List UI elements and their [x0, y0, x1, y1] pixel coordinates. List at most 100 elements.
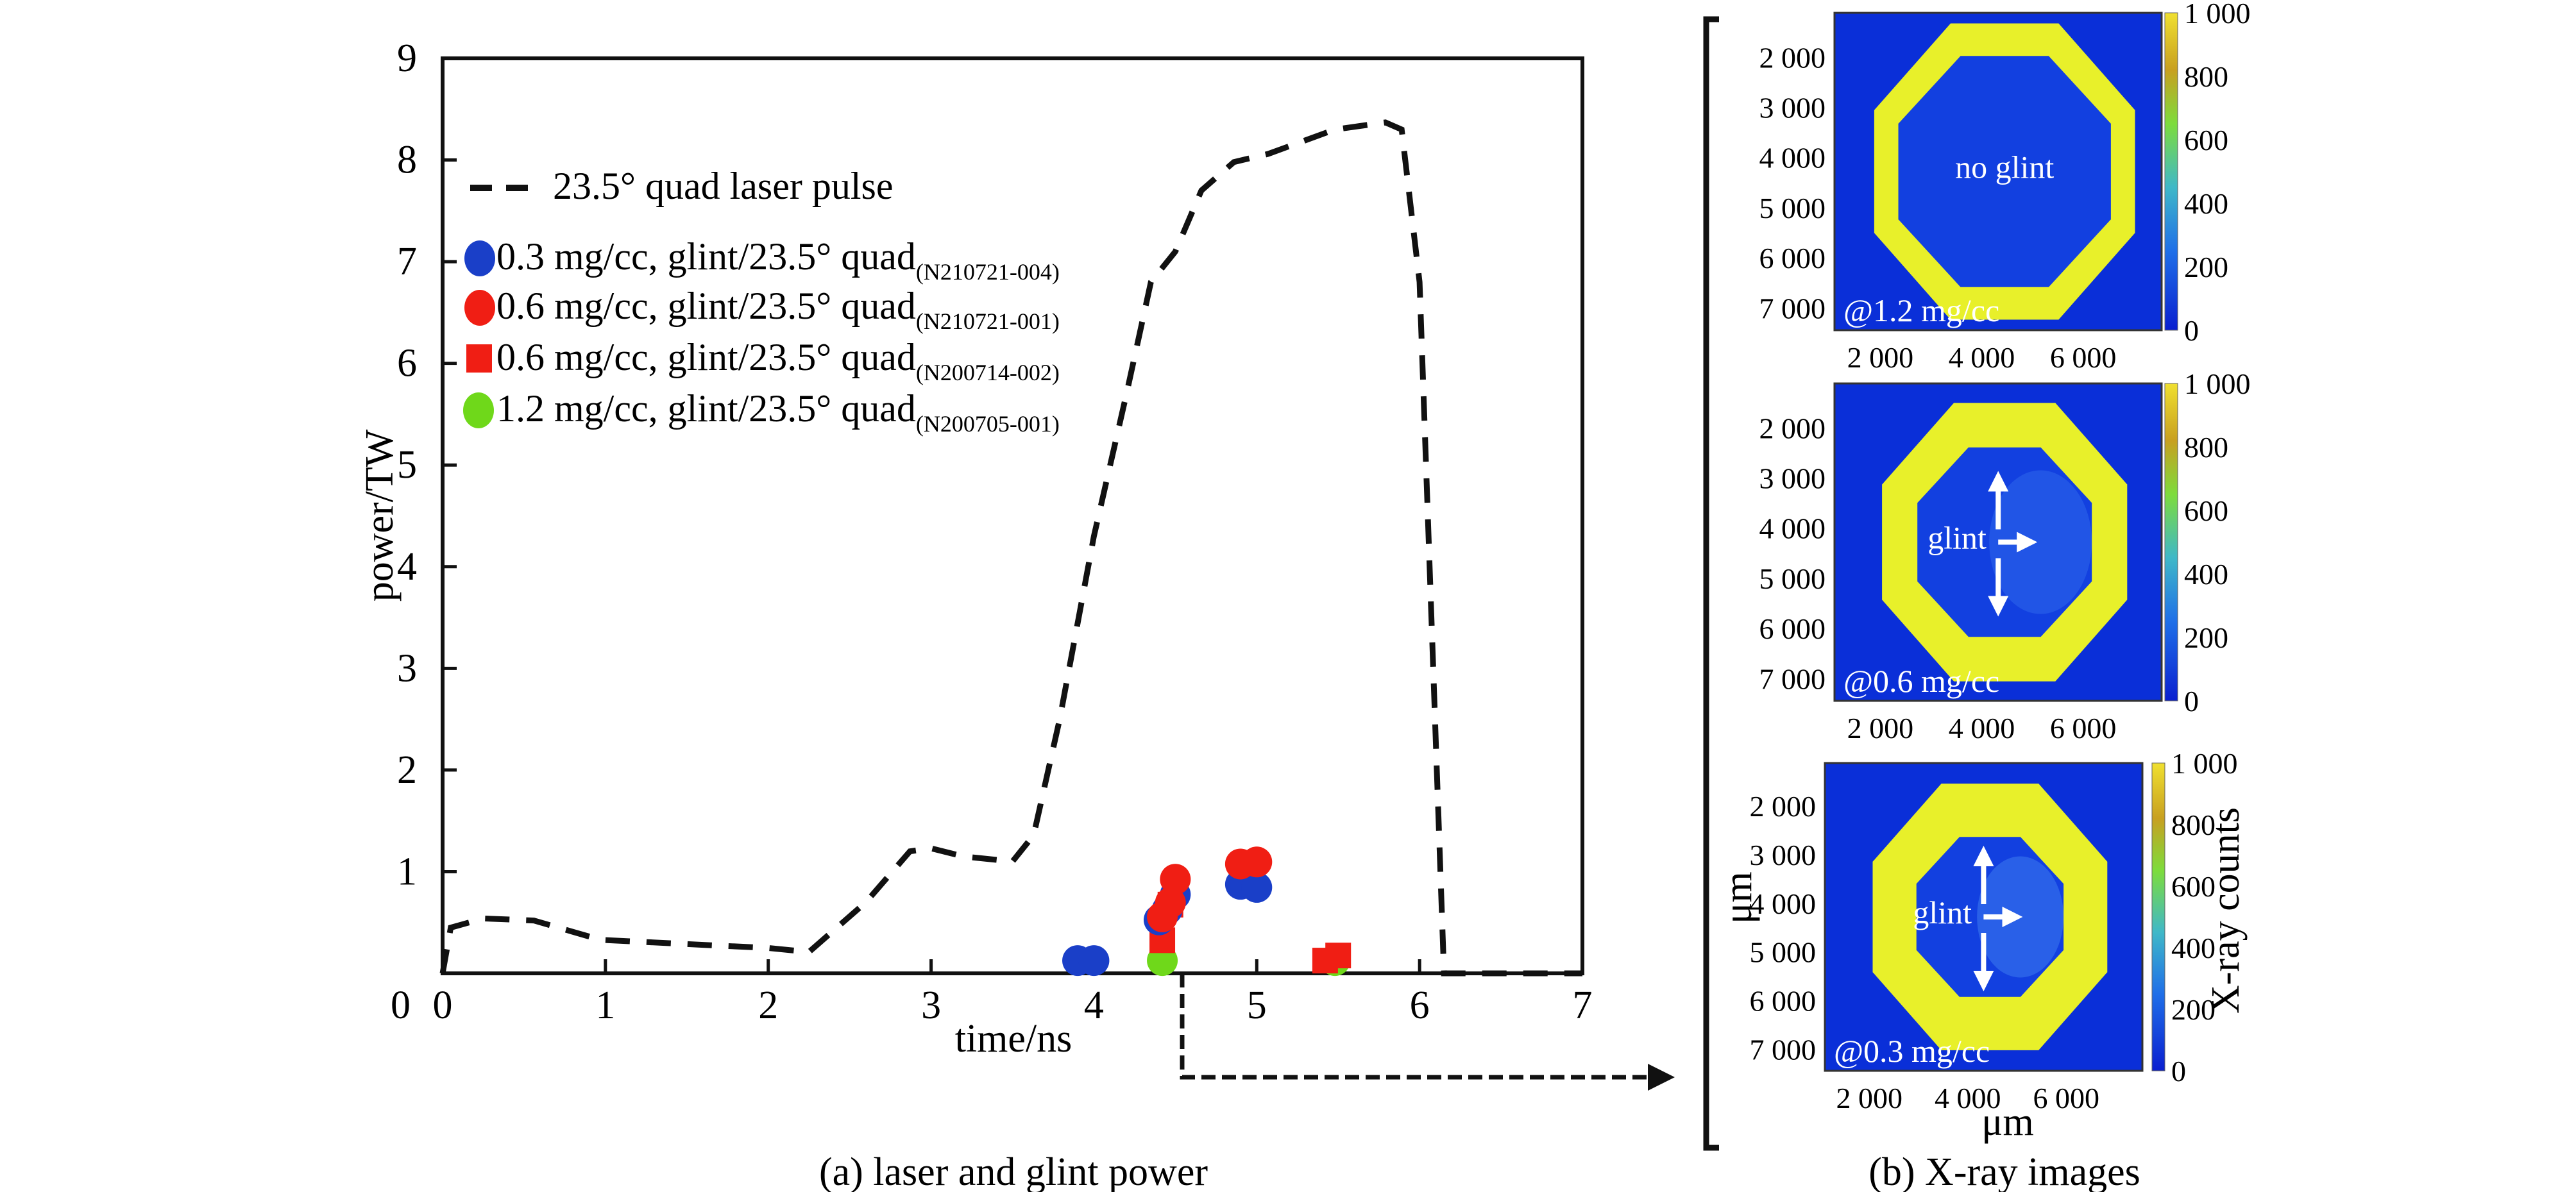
laser-glint-plot: 0 1 2 3 4 5 6 7 0 1 2 3 4 5 6 7 8 9 time/ns power/TW 23.… [358, 37, 1593, 1192]
xray-glint-region [1989, 470, 2092, 614]
colorbar-tick-label: 600 [2184, 124, 2228, 156]
y-axis-title: power/TW [358, 429, 402, 601]
xray-x-tick-label: 6 000 [2050, 712, 2117, 744]
legend: 23.5° quad laser pulse 0.3 mg/cc, glint/… [463, 165, 1060, 437]
colorbar-tick-label: 1 000 [2184, 0, 2251, 29]
legend-label-0.6-square: 0.6 mg/cc, glint/23.5° quad(N200714-002) [496, 336, 1060, 385]
y-tick-label: 3 [397, 646, 417, 690]
x-tick-label: 0 [433, 984, 453, 1027]
colorbar-tick-label: 1 000 [2171, 747, 2238, 780]
scatter-point-circle [1160, 864, 1191, 895]
x-tick-label: 4 [1084, 984, 1104, 1027]
legend-label-0.3: 0.3 mg/cc, glint/23.5° quad(N210721-004) [496, 235, 1060, 285]
glint-scatter-points [1062, 846, 1352, 977]
xray-y-tick-label: 7 000 [1750, 1033, 1817, 1066]
colorbar-tick-label: 800 [2184, 431, 2228, 464]
legend-label-1.2: 1.2 mg/cc, glint/23.5° quad(N200705-001) [496, 387, 1060, 437]
colorbar-tick-label: 800 [2184, 60, 2228, 93]
legend-marker-green-circle [463, 392, 494, 428]
colorbar-tick-label: 800 [2171, 809, 2216, 841]
xray-y-tick-label: 6 000 [1750, 985, 1817, 1018]
density-label: @1.2 mg/cc [1843, 292, 1999, 328]
y-tick-label: 5 [397, 443, 417, 487]
xray-image-panel: glint @0.3 mg/cc 2 000 3 000 4 000 5 000 6 000… [1750, 747, 2238, 1114]
xray-image-panel: glint @0.6 mg/cc 2 000 3 000 4 000 5 000 6 000… [1759, 367, 2251, 744]
y-tick-label: 1 [397, 850, 417, 893]
xray-y-tick-label: 3 000 [1759, 462, 1826, 495]
colorbar-tick-label: 400 [2184, 187, 2228, 220]
plot-frame [441, 56, 1584, 975]
colorbar [2164, 12, 2178, 331]
colorbar [2164, 383, 2178, 701]
legend-marker-red-circle [464, 290, 495, 326]
colorbar-tick-label: 200 [2171, 993, 2216, 1026]
xray-y-tick-label: 4 000 [1759, 512, 1826, 545]
xray-x-tick-label: 2 000 [1847, 341, 1914, 374]
x-tick-label: 3 [921, 984, 941, 1027]
colorbar-tick-label: 200 [2184, 621, 2228, 654]
colorbar-tick-label: 600 [2171, 870, 2216, 903]
scatter-point-circle [1241, 871, 1273, 903]
legend-label-0.6-circle: 0.6 mg/cc, glint/23.5° quad(N210721-001) [496, 285, 1060, 334]
xray-y-tick-label: 4 000 [1750, 887, 1817, 920]
xray-annotation: glint [1928, 520, 1987, 556]
colorbar-tick-label: 0 [2184, 685, 2199, 718]
xray-annotation: no glint [1955, 149, 2054, 185]
y-tick-label: 6 [397, 342, 417, 385]
xray-y-tick-label: 6 000 [1759, 612, 1826, 645]
colorbar-tick-label: 600 [2184, 494, 2228, 527]
y-tick-label: 8 [397, 139, 417, 182]
xray-y-tick-label: 7 000 [1759, 292, 1826, 324]
xray-y-tick-label: 7 000 [1759, 662, 1826, 695]
xray-x-tick-label: 4 000 [1949, 341, 2015, 374]
connector-arrow [1180, 973, 1675, 1091]
laser-pulse-line [439, 119, 1582, 977]
scatter-point-circle [1078, 945, 1110, 977]
colorbar-title: X-ray counts [2204, 807, 2248, 1014]
x-tick-label: 7 [1573, 984, 1593, 1027]
legend-marker-red-square [466, 344, 492, 373]
xray-y-tick-label: 2 000 [1759, 41, 1826, 74]
xray-y-tick-label: 4 000 [1759, 142, 1826, 174]
colorbar-tick-label: 400 [2184, 558, 2228, 591]
xray-inner-region [1898, 56, 2111, 287]
colorbar [2151, 762, 2165, 1071]
y-tick-label: 4 [397, 545, 417, 589]
xray-y-tick-label: 5 000 [1759, 192, 1826, 224]
xray-x-tick-label: 4 000 [1949, 712, 2015, 744]
xray-y-axis-title: μm [1716, 871, 1760, 923]
xray-x-tick-label: 4 000 [1935, 1082, 2001, 1114]
x-tick-label: 5 [1247, 984, 1267, 1027]
xray-x-axis-title: μm [1981, 1100, 2033, 1144]
xray-annotation: glint [1913, 894, 1972, 930]
xray-images-panel: no glint @1.2 mg/cc 2 000 3 000 4 000 5 000 6 … [1750, 0, 2251, 1114]
xray-x-tick-label: 2 000 [1836, 1082, 1903, 1114]
colorbar-tick-label: 0 [2184, 314, 2199, 347]
xray-y-tick-label: 3 000 [1750, 839, 1817, 871]
xray-y-tick-label: 2 000 [1759, 412, 1826, 444]
xray-y-tick-label: 2 000 [1750, 790, 1817, 823]
legend-label-laser: 23.5° quad laser pulse [553, 165, 894, 207]
density-label: @0.6 mg/cc [1843, 663, 1999, 699]
scatter-point-circle [1241, 846, 1273, 878]
xray-x-tick-label: 2 000 [1847, 712, 1914, 744]
panel-bracket [1703, 16, 1719, 1151]
y-tick-label: 9 [397, 37, 417, 80]
density-label: @0.3 mg/cc [1834, 1033, 1990, 1069]
x-tick-label: 1 [595, 984, 615, 1027]
caption-b: (b) X-ray images [1868, 1150, 2140, 1192]
x-axis-title: time/ns [955, 1017, 1072, 1061]
legend-marker-blue-circle [464, 240, 495, 276]
xray-y-tick-label: 3 000 [1759, 92, 1826, 124]
xray-y-tick-label: 5 000 [1750, 936, 1817, 969]
xray-x-tick-label: 6 000 [2050, 341, 2117, 374]
xray-x-tick-label: 6 000 [2033, 1082, 2099, 1114]
colorbar-tick-label: 1 000 [2184, 367, 2251, 400]
xray-image-panel: no glint @1.2 mg/cc 2 000 3 000 4 000 5 000 6 … [1759, 0, 2251, 374]
y-axis-ticks: 0 1 2 3 4 5 6 7 8 9 [391, 37, 457, 1027]
x-tick-label: 6 [1410, 984, 1430, 1027]
xray-y-tick-label: 6 000 [1759, 242, 1826, 274]
colorbar-tick-label: 200 [2184, 251, 2228, 283]
colorbar-tick-label: 400 [2171, 932, 2216, 964]
